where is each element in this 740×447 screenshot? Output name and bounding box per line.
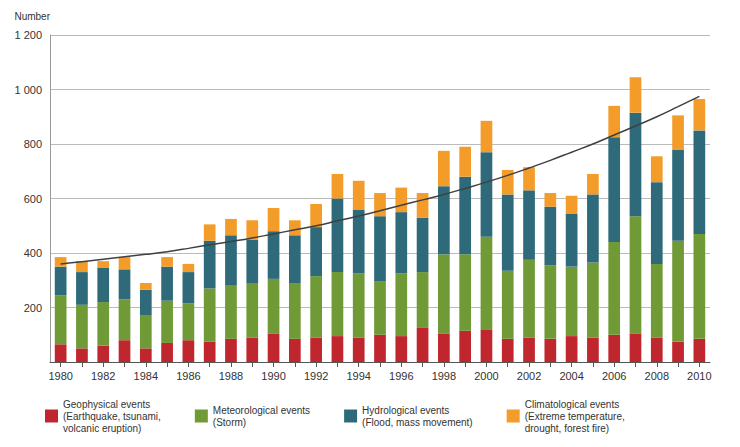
svg-text:1996: 1996: [389, 370, 413, 382]
svg-text:1 200: 1 200: [14, 29, 42, 41]
svg-text:2010: 2010: [687, 370, 711, 382]
svg-text:volcanic eruption): volcanic eruption): [63, 423, 141, 434]
svg-text:Hydrological events: Hydrological events: [362, 405, 449, 416]
svg-text:drought, forest fire): drought, forest fire): [525, 423, 609, 434]
svg-text:200: 200: [24, 302, 42, 314]
svg-text:600: 600: [24, 193, 42, 205]
svg-text:2006: 2006: [602, 370, 626, 382]
svg-text:Number: Number: [14, 11, 50, 22]
svg-text:1994: 1994: [346, 370, 370, 382]
svg-text:Geophysical events: Geophysical events: [63, 399, 150, 410]
svg-text:1990: 1990: [261, 370, 285, 382]
svg-text:2000: 2000: [474, 370, 498, 382]
svg-text:1982: 1982: [91, 370, 115, 382]
svg-text:(Earthquake, tsunami,: (Earthquake, tsunami,: [63, 411, 161, 422]
svg-text:1992: 1992: [304, 370, 328, 382]
svg-text:1984: 1984: [134, 370, 158, 382]
svg-text:2004: 2004: [559, 370, 583, 382]
svg-text:1 000: 1 000: [14, 84, 42, 96]
svg-text:1998: 1998: [432, 370, 456, 382]
svg-text:Meteorological events: Meteorological events: [213, 405, 310, 416]
svg-text:1980: 1980: [48, 370, 72, 382]
svg-text:800: 800: [24, 138, 42, 150]
svg-text:2008: 2008: [645, 370, 669, 382]
svg-text:1988: 1988: [219, 370, 243, 382]
svg-text:(Flood, mass movement): (Flood, mass movement): [362, 417, 473, 428]
svg-text:(Extreme temperature,: (Extreme temperature,: [525, 411, 625, 422]
svg-text:400: 400: [24, 247, 42, 259]
svg-text:2002: 2002: [517, 370, 541, 382]
svg-text:(Storm): (Storm): [213, 417, 246, 428]
svg-text:Climatological events: Climatological events: [525, 399, 620, 410]
svg-text:1986: 1986: [176, 370, 200, 382]
